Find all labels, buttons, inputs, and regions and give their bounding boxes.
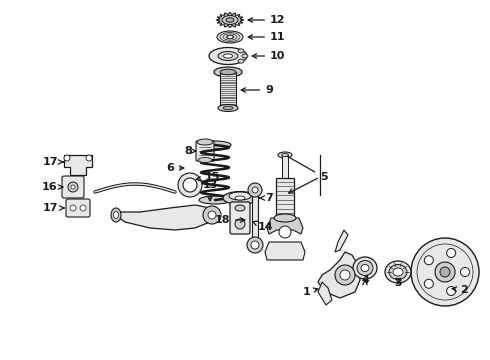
Bar bbox=[220, 72, 236, 108]
Ellipse shape bbox=[238, 49, 244, 53]
Ellipse shape bbox=[281, 153, 289, 157]
Circle shape bbox=[251, 241, 259, 249]
Circle shape bbox=[86, 155, 92, 161]
Text: 2: 2 bbox=[452, 285, 468, 295]
Ellipse shape bbox=[389, 265, 407, 279]
Circle shape bbox=[335, 265, 355, 285]
Circle shape bbox=[68, 182, 78, 192]
Ellipse shape bbox=[353, 257, 377, 279]
Text: 10: 10 bbox=[252, 51, 285, 61]
Ellipse shape bbox=[220, 69, 236, 75]
Text: 17: 17 bbox=[43, 157, 64, 167]
Text: 11: 11 bbox=[248, 32, 286, 42]
Ellipse shape bbox=[198, 158, 212, 162]
Polygon shape bbox=[112, 205, 215, 230]
Circle shape bbox=[279, 226, 291, 238]
FancyBboxPatch shape bbox=[66, 199, 90, 217]
Circle shape bbox=[235, 219, 245, 229]
Ellipse shape bbox=[114, 212, 119, 219]
Text: 7: 7 bbox=[259, 193, 273, 203]
Circle shape bbox=[64, 155, 70, 161]
Ellipse shape bbox=[361, 265, 369, 271]
Text: 4: 4 bbox=[361, 275, 369, 285]
Ellipse shape bbox=[235, 205, 245, 211]
Text: 9: 9 bbox=[241, 85, 273, 95]
Text: 14: 14 bbox=[252, 221, 273, 232]
Circle shape bbox=[183, 178, 197, 192]
Text: 17: 17 bbox=[43, 203, 64, 213]
Bar bbox=[252, 190, 258, 245]
Polygon shape bbox=[318, 282, 332, 305]
Text: 5: 5 bbox=[288, 156, 328, 182]
Circle shape bbox=[447, 287, 456, 296]
FancyBboxPatch shape bbox=[62, 176, 84, 198]
Ellipse shape bbox=[199, 141, 231, 149]
Ellipse shape bbox=[218, 51, 238, 60]
Ellipse shape bbox=[393, 268, 403, 276]
Text: 1: 1 bbox=[302, 287, 318, 297]
Ellipse shape bbox=[218, 104, 238, 112]
Text: 12: 12 bbox=[248, 15, 286, 25]
Polygon shape bbox=[335, 230, 348, 252]
Bar bbox=[276, 178, 294, 218]
Ellipse shape bbox=[199, 196, 231, 204]
Ellipse shape bbox=[385, 261, 411, 283]
Polygon shape bbox=[265, 242, 305, 260]
Ellipse shape bbox=[274, 214, 296, 222]
Ellipse shape bbox=[223, 106, 233, 110]
Circle shape bbox=[80, 205, 86, 211]
Ellipse shape bbox=[217, 31, 243, 43]
Ellipse shape bbox=[111, 208, 121, 222]
Circle shape bbox=[203, 206, 221, 224]
Circle shape bbox=[447, 248, 456, 257]
Polygon shape bbox=[216, 12, 244, 28]
Text: 18: 18 bbox=[215, 215, 245, 225]
Polygon shape bbox=[64, 155, 92, 175]
Polygon shape bbox=[267, 218, 303, 234]
Ellipse shape bbox=[226, 18, 234, 22]
Ellipse shape bbox=[197, 139, 213, 145]
Ellipse shape bbox=[278, 152, 292, 158]
Circle shape bbox=[440, 267, 450, 277]
Ellipse shape bbox=[235, 196, 245, 200]
Circle shape bbox=[424, 279, 433, 288]
Text: 15: 15 bbox=[196, 172, 220, 182]
Circle shape bbox=[411, 238, 479, 306]
Ellipse shape bbox=[223, 54, 232, 58]
Circle shape bbox=[208, 211, 216, 219]
Ellipse shape bbox=[238, 59, 244, 63]
Circle shape bbox=[340, 270, 350, 280]
Ellipse shape bbox=[227, 36, 233, 39]
Text: 16: 16 bbox=[41, 182, 63, 192]
Polygon shape bbox=[318, 252, 360, 298]
Circle shape bbox=[248, 183, 262, 197]
Circle shape bbox=[70, 205, 76, 211]
Circle shape bbox=[435, 262, 455, 282]
Text: 8: 8 bbox=[184, 146, 196, 156]
Circle shape bbox=[71, 185, 75, 189]
Circle shape bbox=[424, 256, 433, 265]
Circle shape bbox=[178, 173, 202, 197]
Circle shape bbox=[252, 187, 258, 193]
Ellipse shape bbox=[209, 48, 247, 64]
Text: 6: 6 bbox=[166, 163, 184, 173]
Text: 13: 13 bbox=[202, 180, 218, 201]
Circle shape bbox=[461, 267, 469, 276]
Circle shape bbox=[247, 237, 263, 253]
Bar bbox=[282, 155, 288, 182]
Ellipse shape bbox=[357, 261, 373, 275]
Text: 3: 3 bbox=[394, 278, 402, 288]
FancyBboxPatch shape bbox=[196, 141, 214, 161]
Ellipse shape bbox=[223, 192, 257, 204]
Ellipse shape bbox=[242, 54, 248, 58]
Ellipse shape bbox=[222, 15, 238, 24]
FancyBboxPatch shape bbox=[230, 202, 250, 234]
Ellipse shape bbox=[229, 192, 251, 200]
Ellipse shape bbox=[214, 67, 242, 77]
